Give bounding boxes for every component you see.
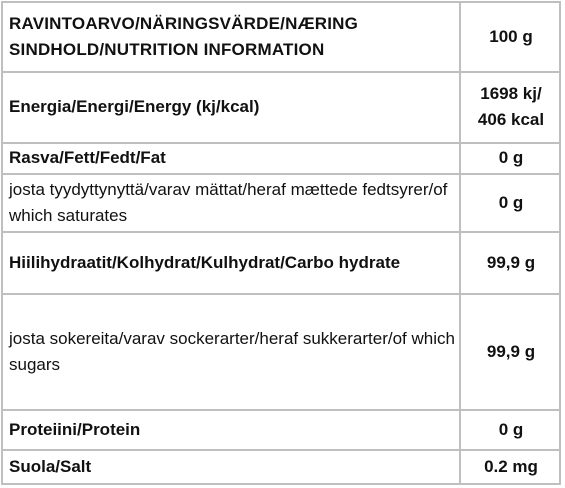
header-label: RAVINTOARVO/NÄRINGSVÄRDE/NÆRING SINDHOLD… xyxy=(1,0,461,74)
table-row-sugars: josta sokereita/varav sockerarter/heraf … xyxy=(1,293,561,411)
carbohydrate-value: 99,9 g xyxy=(459,230,561,296)
salt-label: Suola/Salt xyxy=(1,448,461,486)
header-value: 100 g xyxy=(459,0,561,74)
salt-value: 0.2 mg xyxy=(459,448,561,486)
carbohydrate-label: Hiilihydraatit/Kolhydrat/Kulhydrat/Carbo… xyxy=(1,230,461,296)
table-row-salt: Suola/Salt 0.2 mg xyxy=(1,448,561,486)
sugars-label: josta sokereita/varav sockerarter/heraf … xyxy=(1,293,461,411)
fat-label: Rasva/Fett/Fedt/Fat xyxy=(1,141,461,175)
table-row-saturates: josta tyydyttynyttä/varav mättat/heraf m… xyxy=(1,172,561,233)
saturates-value: 0 g xyxy=(459,172,561,233)
protein-value: 0 g xyxy=(459,408,561,451)
table-row-energy: Energia/Energi/Energy (kj/kcal) 1698 kj/… xyxy=(1,71,561,144)
table-row-carbohydrate: Hiilihydraatit/Kolhydrat/Kulhydrat/Carbo… xyxy=(1,230,561,296)
fat-value: 0 g xyxy=(459,141,561,175)
protein-label: Proteiini/Protein xyxy=(1,408,461,451)
sugars-value: 99,9 g xyxy=(459,293,561,411)
energy-label: Energia/Energi/Energy (kj/kcal) xyxy=(1,71,461,144)
saturates-label: josta tyydyttynyttä/varav mättat/heraf m… xyxy=(1,172,461,233)
energy-value: 1698 kj/ 406 kcal xyxy=(459,71,561,144)
table-row-fat: Rasva/Fett/Fedt/Fat 0 g xyxy=(1,141,561,175)
table-header-row: RAVINTOARVO/NÄRINGSVÄRDE/NÆRING SINDHOLD… xyxy=(1,0,561,74)
table-row-protein: Proteiini/Protein 0 g xyxy=(1,408,561,451)
